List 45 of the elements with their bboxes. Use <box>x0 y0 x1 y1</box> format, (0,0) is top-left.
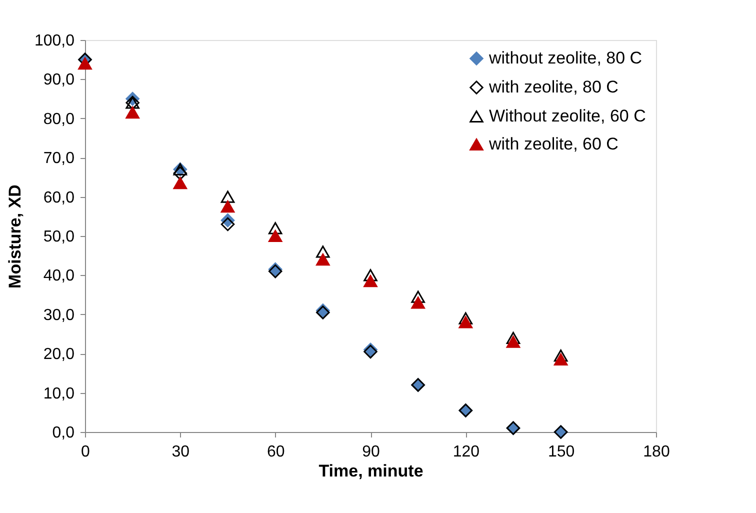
point <box>411 290 425 303</box>
y-tick-label: 20,0 <box>43 346 75 364</box>
y-tick-label: 80,0 <box>43 110 75 128</box>
point <box>220 190 235 203</box>
legend-label: without zeolite, 80 C <box>488 48 642 68</box>
x-tick-label: 30 <box>172 444 190 460</box>
point <box>364 275 378 288</box>
y-tick-label: 70,0 <box>43 150 75 168</box>
y-tick-label: 30,0 <box>43 306 75 324</box>
point <box>173 166 188 180</box>
y-tick-label: 90,0 <box>43 72 75 89</box>
point <box>506 336 520 348</box>
x-tick-label: 150 <box>548 444 575 460</box>
y-tick-label: 60,0 <box>43 189 75 206</box>
point <box>316 253 330 266</box>
point <box>316 246 330 258</box>
legend-label: with zeolite, 60 C <box>488 134 618 154</box>
legend-label: Without zeolite, 60 C <box>489 106 646 126</box>
y-tick-label: 10,0 <box>43 385 75 402</box>
point <box>458 312 473 324</box>
x-tick-label: 120 <box>452 444 480 460</box>
point <box>220 217 235 232</box>
y-axis-title: Moisture, XD <box>5 184 24 288</box>
y-tick-label: 100,0 <box>34 32 75 50</box>
y-tick-label: 40,0 <box>43 268 75 285</box>
point <box>268 230 282 242</box>
point <box>364 269 378 282</box>
x-tick-label: 90 <box>362 444 380 460</box>
point <box>78 57 92 70</box>
point <box>554 353 568 366</box>
y-tick-label: 50,0 <box>43 228 75 246</box>
point <box>411 296 425 309</box>
point <box>458 316 473 328</box>
x-axis-title: Time, minute <box>318 462 424 480</box>
point <box>554 350 568 362</box>
legend-label: with zeolite, 80 C <box>488 78 618 96</box>
point <box>268 222 282 234</box>
x-tick-label: 60 <box>266 444 285 460</box>
point <box>173 177 188 190</box>
point <box>220 200 235 213</box>
point <box>126 106 140 119</box>
x-tick-label: 180 <box>643 444 670 460</box>
x-tick-label: 0 <box>81 444 90 460</box>
y-tick-label: 0,0 <box>52 424 75 442</box>
point <box>506 332 520 344</box>
